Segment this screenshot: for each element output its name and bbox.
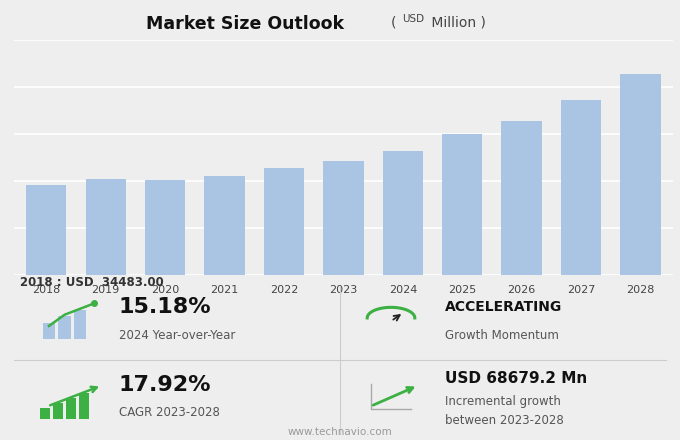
FancyBboxPatch shape xyxy=(74,310,86,339)
Bar xyxy=(86,179,126,275)
Text: 2018 : USD  34483.00: 2018 : USD 34483.00 xyxy=(20,276,164,289)
Text: USD: USD xyxy=(403,14,425,24)
Bar xyxy=(620,73,661,275)
Text: between 2023-2028: between 2023-2028 xyxy=(445,414,564,427)
Bar xyxy=(323,161,364,275)
Bar xyxy=(26,185,67,275)
Text: Growth Momentum: Growth Momentum xyxy=(445,329,559,342)
Text: Million ): Million ) xyxy=(427,15,486,29)
FancyBboxPatch shape xyxy=(58,316,71,339)
Text: 15.18%: 15.18% xyxy=(119,297,211,317)
Text: ACCELERATING: ACCELERATING xyxy=(445,300,562,314)
Bar xyxy=(145,180,186,275)
Text: USD 68679.2 Mn: USD 68679.2 Mn xyxy=(445,371,588,386)
Bar xyxy=(442,134,482,275)
FancyBboxPatch shape xyxy=(43,323,55,339)
Text: CAGR 2023-2028: CAGR 2023-2028 xyxy=(119,406,220,419)
Bar xyxy=(383,151,423,275)
Bar xyxy=(501,121,542,275)
Text: Market Size Outlook: Market Size Outlook xyxy=(146,15,344,33)
Text: www.technavio.com: www.technavio.com xyxy=(288,427,392,437)
Text: 2024 Year-over-Year: 2024 Year-over-Year xyxy=(119,329,235,342)
FancyBboxPatch shape xyxy=(40,408,50,419)
Text: Incremental growth: Incremental growth xyxy=(445,395,561,408)
FancyBboxPatch shape xyxy=(53,403,63,419)
FancyBboxPatch shape xyxy=(66,398,76,419)
Bar xyxy=(205,176,245,275)
Bar xyxy=(264,168,304,275)
FancyBboxPatch shape xyxy=(79,393,89,419)
Text: 17.92%: 17.92% xyxy=(119,375,211,396)
Bar xyxy=(561,100,601,275)
Text: (: ( xyxy=(391,15,401,29)
